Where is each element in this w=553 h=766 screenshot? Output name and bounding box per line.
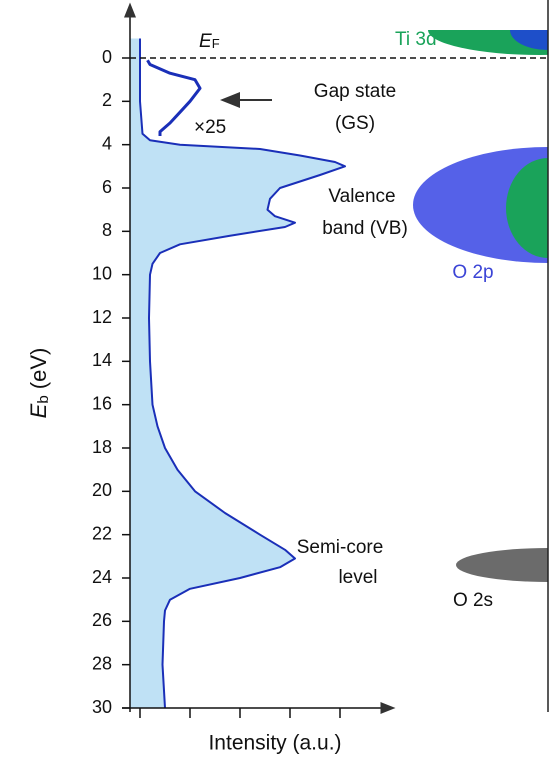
y-tick-label: 22 (92, 523, 112, 543)
y-tick-label: 2 (102, 90, 112, 110)
y-tick-label: 10 (92, 263, 112, 283)
y-tick-label: 26 (92, 610, 112, 630)
ti3d-band (428, 30, 548, 55)
y-tick-label: 4 (102, 133, 112, 153)
spectrum-line (139, 38, 346, 709)
ti3d-label: Ti 3d (395, 29, 437, 50)
band-schematic (413, 30, 548, 582)
semicore-label: Semi-core (297, 537, 384, 558)
y-tick-label: 8 (102, 220, 112, 240)
plot (130, 38, 346, 709)
y-axis-label: Eb (eV) (26, 348, 52, 419)
y-tick-label: 6 (102, 177, 112, 197)
o2s-label: O 2s (453, 590, 493, 611)
y-tick-label: 24 (92, 567, 112, 587)
y-tick-label: 30 (92, 697, 112, 717)
spectrum-area (130, 38, 345, 708)
y-tick-label: 12 (92, 307, 112, 327)
y-tick-label: 20 (92, 480, 112, 500)
x-axis-label: Intensity (a.u.) (208, 732, 341, 755)
gap-label: Gap state (314, 81, 396, 102)
scale-label: ×25 (194, 117, 226, 138)
valence-label: Valence (328, 186, 395, 207)
gap-label: (GS) (335, 113, 375, 134)
fermi-label: EF (199, 31, 220, 52)
y-tick-label: 18 (92, 437, 112, 457)
y-tick-label: 16 (92, 393, 112, 413)
semicore-label: level (338, 567, 377, 588)
spectrum-line (146, 59, 202, 136)
o2p-label: O 2p (452, 262, 493, 283)
y-tick-label: 0 (102, 47, 112, 67)
o2p-band (413, 147, 548, 263)
valence-label: band (VB) (322, 218, 408, 239)
y-tick-label: 28 (92, 653, 112, 673)
o2s-band (456, 548, 548, 582)
y-tick-label: 14 (92, 350, 112, 370)
